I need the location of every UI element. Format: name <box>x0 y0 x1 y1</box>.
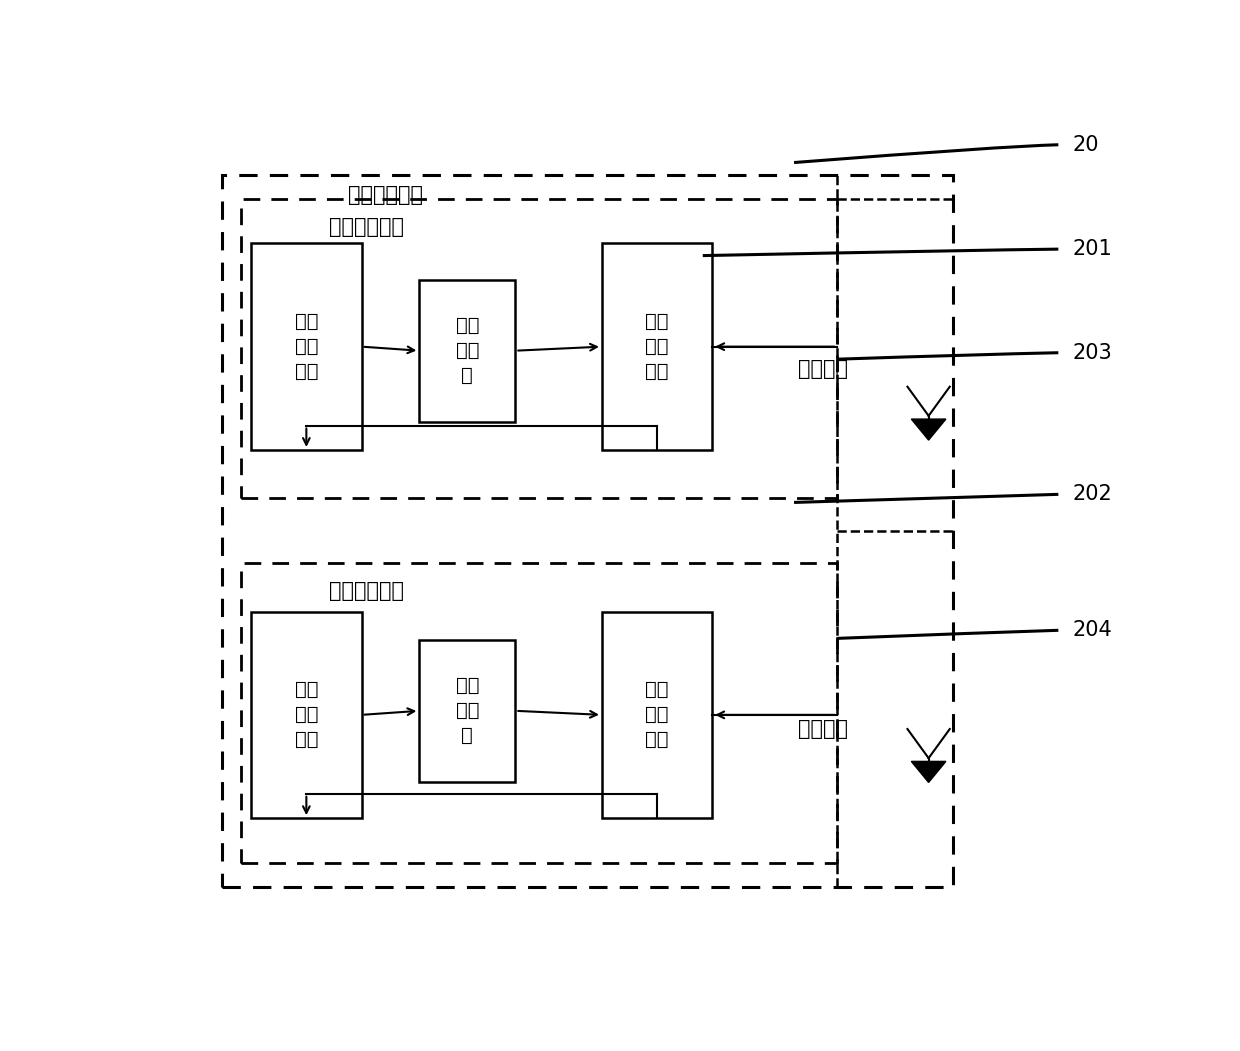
Bar <box>419 280 516 421</box>
Text: 双模移动终端: 双模移动终端 <box>348 185 423 205</box>
Text: 第二射频前端: 第二射频前端 <box>329 581 404 601</box>
Polygon shape <box>911 761 946 782</box>
Text: 202: 202 <box>1073 485 1112 504</box>
Text: 第一天线: 第一天线 <box>797 358 848 379</box>
Text: 射频
收发
模块: 射频 收发 模块 <box>295 680 319 749</box>
Text: 射频
收发
模块: 射频 收发 模块 <box>295 312 319 382</box>
Text: 射频
收发
开关: 射频 收发 开关 <box>645 680 668 749</box>
Text: 第一射频前端: 第一射频前端 <box>329 218 404 238</box>
Bar <box>250 244 362 450</box>
Text: 功率
放大
器: 功率 放大 器 <box>455 676 479 745</box>
Bar <box>419 640 516 782</box>
Bar <box>222 174 952 887</box>
Text: 204: 204 <box>1073 620 1112 640</box>
Polygon shape <box>911 419 946 440</box>
Text: 射频
收发
开关: 射频 收发 开关 <box>645 312 668 382</box>
Text: 第二天线: 第二天线 <box>797 719 848 739</box>
Text: 20: 20 <box>1073 135 1099 154</box>
Bar <box>601 244 713 450</box>
Text: 201: 201 <box>1073 240 1112 260</box>
Bar <box>242 563 837 863</box>
Bar <box>250 612 362 818</box>
Text: 203: 203 <box>1073 343 1112 363</box>
Text: 功率
放大
器: 功率 放大 器 <box>455 316 479 386</box>
Bar <box>601 612 713 818</box>
Bar <box>242 199 837 498</box>
